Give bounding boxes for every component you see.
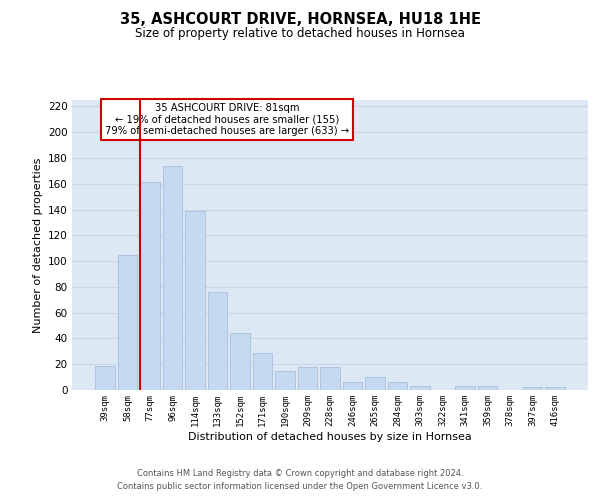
Text: Contains HM Land Registry data © Crown copyright and database right 2024.: Contains HM Land Registry data © Crown c… bbox=[137, 468, 463, 477]
Bar bbox=[208, 292, 227, 390]
Bar bbox=[95, 366, 115, 390]
Bar bbox=[343, 382, 362, 390]
Bar bbox=[365, 377, 385, 390]
Bar bbox=[455, 386, 475, 390]
Bar bbox=[523, 388, 542, 390]
Bar bbox=[118, 254, 137, 390]
X-axis label: Distribution of detached houses by size in Hornsea: Distribution of detached houses by size … bbox=[188, 432, 472, 442]
Bar bbox=[545, 388, 565, 390]
Bar bbox=[140, 182, 160, 390]
Bar bbox=[230, 334, 250, 390]
Y-axis label: Number of detached properties: Number of detached properties bbox=[32, 158, 43, 332]
Bar bbox=[320, 367, 340, 390]
Bar bbox=[388, 382, 407, 390]
Bar bbox=[478, 386, 497, 390]
Text: 35, ASHCOURT DRIVE, HORNSEA, HU18 1HE: 35, ASHCOURT DRIVE, HORNSEA, HU18 1HE bbox=[119, 12, 481, 28]
Text: Contains public sector information licensed under the Open Government Licence v3: Contains public sector information licen… bbox=[118, 482, 482, 491]
Bar bbox=[275, 370, 295, 390]
Bar bbox=[185, 211, 205, 390]
Bar bbox=[410, 386, 430, 390]
Bar bbox=[253, 352, 272, 390]
Text: Size of property relative to detached houses in Hornsea: Size of property relative to detached ho… bbox=[135, 28, 465, 40]
Bar bbox=[163, 166, 182, 390]
Text: 35 ASHCOURT DRIVE: 81sqm
← 19% of detached houses are smaller (155)
79% of semi-: 35 ASHCOURT DRIVE: 81sqm ← 19% of detach… bbox=[105, 103, 349, 136]
Bar bbox=[298, 367, 317, 390]
